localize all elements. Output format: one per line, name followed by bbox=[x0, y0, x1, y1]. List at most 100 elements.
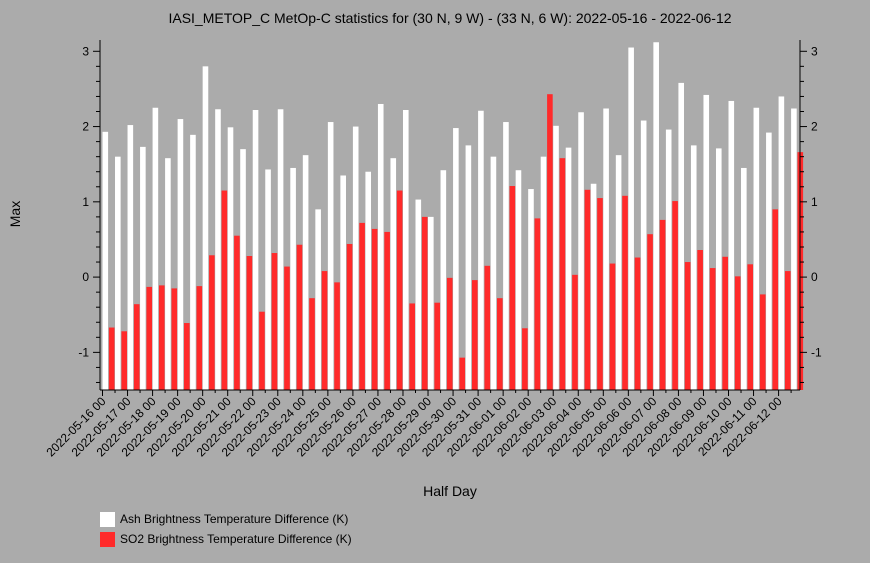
bar-so2-10 bbox=[234, 235, 240, 390]
bars-group bbox=[102, 42, 804, 391]
bar-ash-14 bbox=[277, 109, 284, 390]
bar-ash-45 bbox=[665, 129, 672, 390]
bar-so2-47 bbox=[697, 250, 703, 390]
bar-so2-53 bbox=[772, 209, 779, 390]
bar-ash-29 bbox=[465, 145, 472, 390]
bar-ash-32 bbox=[503, 122, 509, 391]
bar-so2-27 bbox=[446, 277, 453, 390]
bar-ash-54 bbox=[778, 96, 785, 391]
bar-ash-10 bbox=[227, 127, 234, 390]
bar-ash-25 bbox=[415, 199, 422, 390]
bar-ash-28 bbox=[453, 128, 459, 390]
bar-ash-49 bbox=[715, 148, 722, 390]
legend-swatch-ash bbox=[100, 512, 115, 528]
y-tick-label-left: 0 bbox=[82, 270, 89, 284]
bar-so2-49 bbox=[722, 256, 728, 390]
bar-ash-7 bbox=[190, 134, 196, 390]
bar-ash-19 bbox=[340, 175, 346, 390]
bar-ash-52 bbox=[753, 107, 760, 390]
bar-ash-42 bbox=[628, 47, 634, 390]
bar-so2-2 bbox=[133, 304, 140, 390]
bar-ash-1 bbox=[115, 156, 121, 390]
bar-ash-13 bbox=[265, 169, 271, 390]
bar-ash-30 bbox=[478, 110, 484, 390]
bar-so2-20 bbox=[359, 222, 365, 390]
bar-so2-43 bbox=[647, 234, 653, 390]
bar-ash-8 bbox=[202, 66, 209, 390]
bar-so2-25 bbox=[421, 216, 428, 390]
bar-ash-37 bbox=[565, 147, 572, 390]
bar-ash-18 bbox=[327, 122, 334, 391]
bar-ash-34 bbox=[528, 189, 534, 390]
bar-ash-23 bbox=[390, 158, 397, 390]
legend-item-so2: SO2 Brightness Temperature Difference (K… bbox=[100, 532, 352, 548]
bar-ash-16 bbox=[302, 155, 309, 390]
bar-so2-52 bbox=[759, 294, 766, 390]
bar-ash-21 bbox=[365, 171, 372, 390]
bar-ash-33 bbox=[515, 170, 522, 390]
bar-ash-9 bbox=[215, 109, 221, 390]
bar-ash-31 bbox=[490, 156, 497, 390]
bar-so2-45 bbox=[672, 201, 678, 390]
chart-title: IASI_METOP_C MetOp-C statistics for (30 … bbox=[168, 10, 731, 26]
bar-so2-32 bbox=[509, 186, 516, 390]
bar-ash-39 bbox=[590, 183, 597, 390]
bar-ash-2 bbox=[127, 125, 134, 390]
bar-so2-46 bbox=[684, 262, 691, 390]
y-tick-label-left: 1 bbox=[82, 195, 89, 209]
bar-so2-54 bbox=[784, 271, 791, 390]
bar-ash-3 bbox=[140, 146, 146, 390]
bar-ash-24 bbox=[402, 110, 409, 390]
legend-label-ash: Ash Brightness Temperature Difference (K… bbox=[120, 512, 349, 526]
bar-so2-18 bbox=[334, 282, 340, 390]
bar-so2-41 bbox=[622, 195, 628, 390]
y-tick-label-right: 0 bbox=[811, 270, 818, 284]
bar-ash-22 bbox=[377, 103, 384, 391]
bar-so2-22 bbox=[384, 231, 390, 390]
bar-ash-20 bbox=[352, 126, 359, 390]
bar-so2-1 bbox=[121, 331, 128, 390]
bar-ash-51 bbox=[741, 167, 747, 390]
bar-ash-55 bbox=[791, 108, 797, 390]
bar-so2-31 bbox=[497, 298, 503, 390]
bar-so2-44 bbox=[659, 219, 666, 390]
bar-ash-47 bbox=[690, 145, 697, 390]
bar-ash-15 bbox=[290, 167, 296, 390]
bar-so2-15 bbox=[296, 244, 303, 390]
legend-label-so2: SO2 Brightness Temperature Difference (K… bbox=[120, 532, 352, 546]
bar-so2-8 bbox=[209, 255, 215, 390]
bar-ash-4 bbox=[152, 107, 159, 390]
bar-ash-36 bbox=[553, 125, 559, 390]
bar-so2-34 bbox=[534, 218, 541, 390]
bar-so2-28 bbox=[459, 357, 466, 390]
bar-ash-38 bbox=[578, 112, 584, 391]
bar-ash-17 bbox=[315, 209, 321, 390]
bar-ash-11 bbox=[240, 149, 246, 390]
legend-swatch-so2 bbox=[100, 532, 115, 548]
bar-so2-50 bbox=[734, 276, 741, 390]
bar-so2-9 bbox=[221, 190, 228, 390]
bar-ash-27 bbox=[440, 170, 447, 390]
bar-ash-43 bbox=[640, 120, 647, 391]
y-tick-label-right: 2 bbox=[811, 120, 818, 134]
y-tick-label-left: 3 bbox=[82, 44, 89, 58]
bar-so2-40 bbox=[609, 263, 616, 390]
bar-so2-24 bbox=[409, 303, 415, 390]
bar-so2-14 bbox=[284, 266, 290, 390]
y-tick-label-right: 3 bbox=[811, 44, 818, 58]
bar-ash-26 bbox=[428, 216, 434, 390]
bar-so2-39 bbox=[597, 198, 603, 390]
bar-so2-6 bbox=[184, 323, 190, 390]
bar-so2-36 bbox=[559, 158, 566, 390]
bar-ash-48 bbox=[703, 94, 710, 391]
legend-item-ash: Ash Brightness Temperature Difference (K… bbox=[100, 512, 349, 528]
y-tick-label-left: -1 bbox=[78, 345, 89, 359]
x-axis-label: Half Day bbox=[423, 483, 477, 499]
bar-so2-12 bbox=[259, 311, 265, 390]
bar-ash-35 bbox=[540, 156, 547, 390]
bar-ash-53 bbox=[766, 132, 772, 391]
bar-ash-6 bbox=[177, 119, 184, 390]
bar-so2-17 bbox=[321, 271, 328, 390]
